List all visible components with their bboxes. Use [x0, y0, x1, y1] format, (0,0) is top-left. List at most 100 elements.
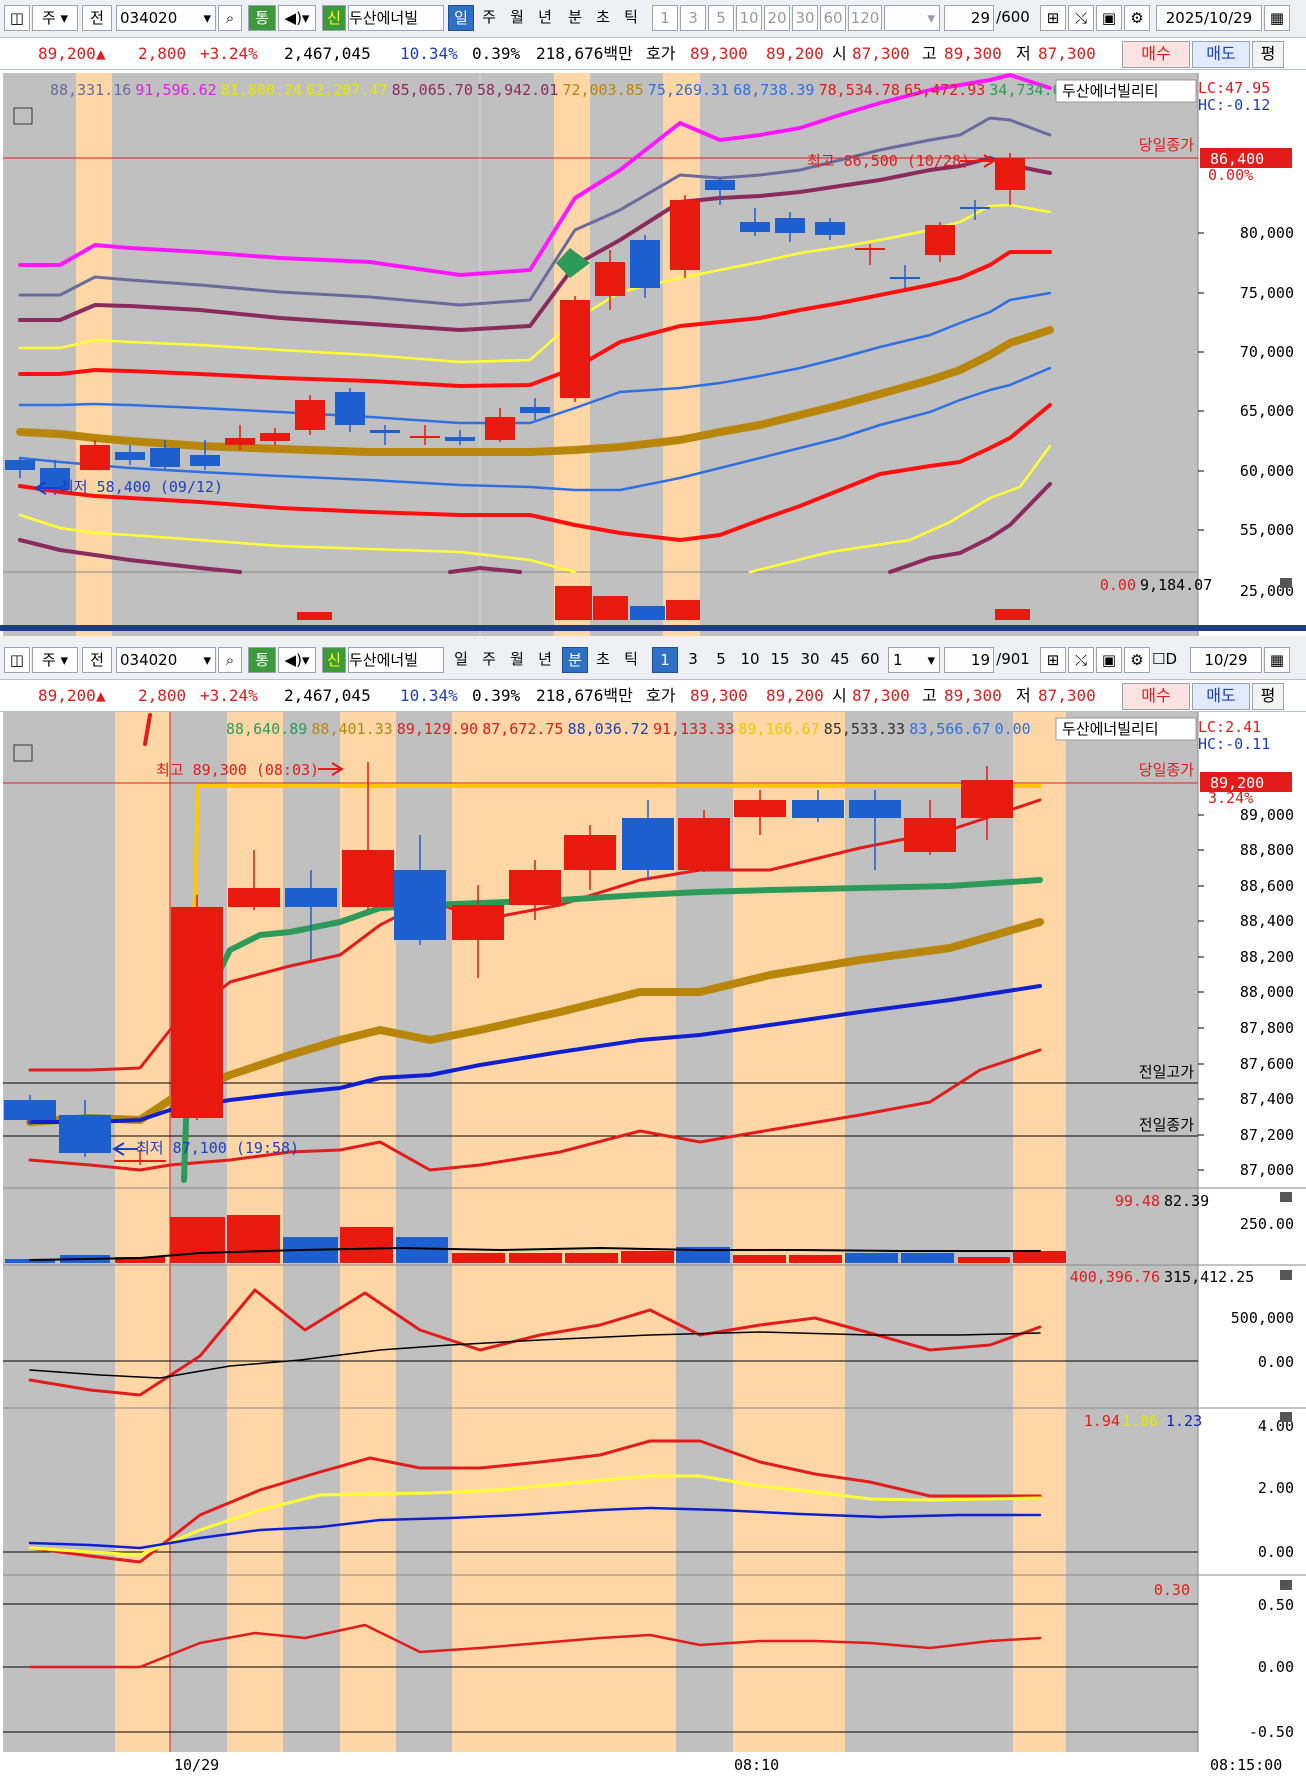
period-month[interactable]: 월: [510, 650, 524, 668]
panel-close-icon: [1280, 1580, 1292, 1590]
calendar-icon[interactable]: ▦: [1264, 647, 1290, 673]
gear-icon[interactable]: ⚙: [1124, 647, 1150, 673]
num-60[interactable]: 60: [820, 5, 846, 31]
avg-button[interactable]: 평: [1252, 41, 1284, 68]
sell-button[interactable]: 매도: [1192, 41, 1250, 68]
candle: [114, 1160, 166, 1162]
period-day[interactable]: 일: [454, 650, 468, 668]
chart-tools-icon[interactable]: ⊞: [1040, 5, 1066, 31]
tong-badge[interactable]: 통: [248, 647, 276, 673]
y-tick-label: 88,400: [1240, 912, 1294, 930]
buy-button[interactable]: 매수: [1122, 41, 1190, 68]
type-select[interactable]: 주 ▾: [32, 647, 78, 673]
env-upper-line: [18, 116, 1052, 307]
type-select[interactable]: 주 ▾: [32, 5, 78, 31]
period-tick[interactable]: 틱: [624, 8, 638, 26]
ma-red-top-segment: [143, 713, 152, 746]
speaker-icon[interactable]: ◀)▾: [278, 647, 316, 673]
num-3[interactable]: 3: [680, 5, 706, 31]
period-year[interactable]: 년: [538, 650, 552, 668]
period-month[interactable]: 월: [510, 8, 524, 26]
date-input[interactable]: 10/29: [1190, 647, 1262, 673]
interval-select[interactable]: ▾: [884, 5, 940, 31]
trend-icon[interactable]: ⤯: [1068, 647, 1094, 673]
ratio: 0.39%: [472, 44, 521, 63]
period-year[interactable]: 년: [538, 8, 552, 26]
search-icon[interactable]: ⌕: [218, 5, 242, 31]
ma-red-lower-line: [28, 1048, 1042, 1172]
sell-button[interactable]: 매도: [1192, 683, 1250, 710]
search-icon[interactable]: ⌕: [218, 647, 242, 673]
speaker-icon[interactable]: ◀)▾: [278, 5, 316, 31]
volume-bar: [666, 600, 700, 620]
calendar-icon[interactable]: ▦: [1264, 5, 1290, 31]
period-second[interactable]: 초: [596, 650, 610, 668]
code-input[interactable]: 034020 ▾: [116, 647, 216, 673]
candle: [260, 433, 290, 441]
high: 89,300: [944, 44, 1002, 63]
num-1[interactable]: 1: [652, 5, 678, 31]
ma-red-line: [18, 250, 1052, 388]
mode-select[interactable]: 전: [82, 5, 112, 31]
num-60[interactable]: 60: [860, 650, 880, 668]
hoga-label: 호가: [646, 44, 676, 63]
period-week[interactable]: 주: [482, 8, 496, 26]
num-3[interactable]: 3: [688, 650, 698, 668]
num-5[interactable]: 5: [716, 650, 726, 668]
daily-chart[interactable]: 80,000 75,000 70,000 65,000 60,000 55,000 88,3…: [0, 70, 1306, 636]
period-minute[interactable]: 분: [568, 8, 582, 26]
candle: [705, 180, 735, 190]
num-10[interactable]: 10: [736, 5, 762, 31]
high-note: 최고 89,300 (08:03): [156, 761, 319, 779]
num-20[interactable]: 20: [764, 5, 790, 31]
num-5[interactable]: 5: [708, 5, 734, 31]
save-icon[interactable]: ▣: [1096, 647, 1122, 673]
y-tick-label: 88,600: [1240, 877, 1294, 895]
candle: [815, 222, 845, 235]
candle: [485, 417, 515, 440]
p3-axis-label: 0.00: [1258, 1353, 1294, 1371]
chart-tools-icon[interactable]: ⊞: [1040, 647, 1066, 673]
num-45[interactable]: 45: [830, 650, 850, 668]
close-value: 86,400: [1210, 150, 1264, 168]
code-input[interactable]: 034020 ▾: [116, 5, 216, 31]
count-input[interactable]: 29: [944, 5, 994, 31]
layout-icon[interactable]: ◫: [4, 647, 30, 673]
num-15[interactable]: 15: [770, 650, 790, 668]
buy-button[interactable]: 매수: [1122, 683, 1190, 710]
stock-name-field[interactable]: 두산에너빌: [348, 5, 444, 31]
tong-badge[interactable]: 통: [248, 5, 276, 31]
period-day[interactable]: 일: [448, 5, 474, 31]
checkbox-d[interactable]: ☐D: [1152, 650, 1178, 668]
highlight-band: [663, 73, 700, 636]
stock-name-field[interactable]: 두산에너빌: [348, 647, 444, 673]
layout-icon[interactable]: ◫: [4, 5, 30, 31]
highlight-band: [76, 73, 112, 636]
period-minute[interactable]: 분: [562, 647, 588, 673]
minute-chart[interactable]: 89,000 88,800 88,600 88,400 88,200 88,000 87,8…: [0, 712, 1306, 1777]
count-input[interactable]: 19: [944, 647, 994, 673]
num-10[interactable]: 10: [740, 650, 760, 668]
trend-icon[interactable]: ⤯: [1068, 5, 1094, 31]
bb-lower-yellow-line: [18, 513, 577, 574]
num-30[interactable]: 30: [800, 650, 820, 668]
num-1[interactable]: 1: [652, 647, 678, 673]
save-icon[interactable]: ▣: [1096, 5, 1122, 31]
num-30[interactable]: 30: [792, 5, 818, 31]
period-second[interactable]: 초: [596, 8, 610, 26]
minute-chart-window: ◫ 주 ▾ 전 034020 ▾ ⌕ 통 ◀)▾ 신 두산에너빌 일 주 월 년 …: [0, 636, 1306, 1777]
date-input[interactable]: 2025/10/29: [1156, 5, 1262, 31]
close-label: 당일종가: [1139, 136, 1194, 154]
avg-button[interactable]: 평: [1252, 683, 1284, 710]
num-120[interactable]: 120: [848, 5, 882, 31]
interval-select[interactable]: 1 ▾: [888, 647, 940, 673]
gear-icon[interactable]: ⚙: [1124, 5, 1150, 31]
period-week[interactable]: 주: [482, 650, 496, 668]
period-tick[interactable]: 틱: [624, 650, 638, 668]
mode-select[interactable]: 전: [82, 647, 112, 673]
volume: 2,467,045: [284, 686, 371, 705]
x-axis-label: 08:10: [734, 1756, 779, 1774]
candle: [520, 407, 550, 413]
volume: 2,467,045: [284, 44, 371, 63]
price: 89,200: [38, 686, 96, 705]
